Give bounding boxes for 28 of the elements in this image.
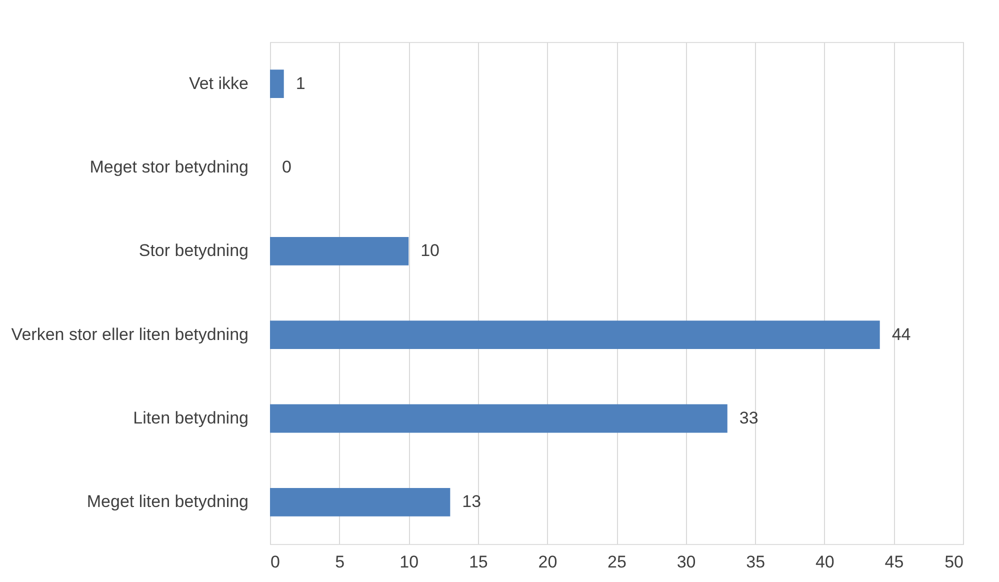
x-tick-label: 0 xyxy=(270,552,280,572)
y-tick-label: Liten betydning xyxy=(133,408,248,428)
data-label: 13 xyxy=(462,492,482,512)
data-label: 10 xyxy=(420,241,440,260)
x-tick-label: 45 xyxy=(884,552,904,572)
bar xyxy=(270,320,880,350)
data-label: 33 xyxy=(739,408,758,428)
bar xyxy=(270,404,728,433)
x-tick-label: 15 xyxy=(468,552,488,572)
bar xyxy=(270,236,409,266)
x-tick-label: 40 xyxy=(815,552,834,572)
x-tick-label: 35 xyxy=(746,552,766,572)
y-tick-label: Stor betydning xyxy=(138,241,248,260)
data-label: 44 xyxy=(892,324,911,344)
x-tick-label: 30 xyxy=(676,552,696,572)
x-tick-label: 20 xyxy=(538,552,558,572)
y-tick-label: Meget stor betydning xyxy=(90,158,248,176)
bar xyxy=(270,70,284,98)
y-tick-label: Verken stor eller liten betydning xyxy=(11,324,248,344)
x-tick-label: 50 xyxy=(944,552,964,572)
x-tick-label: 25 xyxy=(608,552,626,572)
x-tick-label: 10 xyxy=(400,552,419,572)
y-tick-label: Meget liten betydning xyxy=(86,492,248,512)
y-tick-label: Vet ikke xyxy=(188,74,248,93)
data-label: 1 xyxy=(296,74,306,93)
data-label: 0 xyxy=(282,158,292,176)
x-tick-label: 5 xyxy=(335,552,345,572)
bar xyxy=(270,488,450,516)
